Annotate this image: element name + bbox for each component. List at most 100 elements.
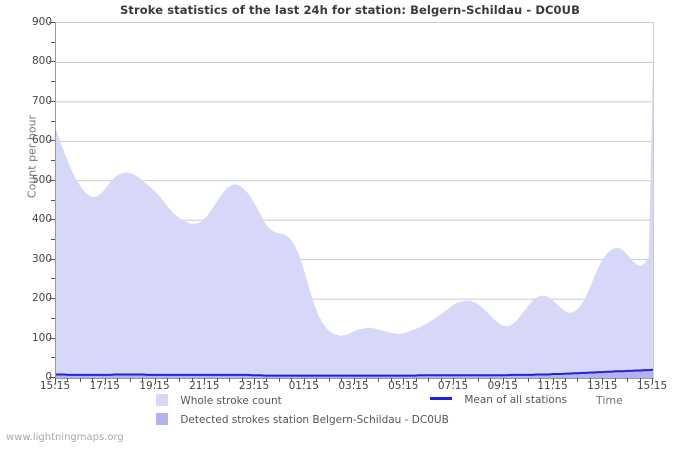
y-tick-label: 200 xyxy=(31,292,52,305)
legend-line-icon xyxy=(430,397,452,400)
x-minor-tick-mark xyxy=(614,378,616,382)
y-tick-mark xyxy=(49,219,55,221)
y-tick-label: 0 xyxy=(6,372,52,383)
x-minor-tick-mark xyxy=(278,378,280,382)
x-minor-tick-mark xyxy=(589,378,591,382)
y-tick-label: 700 xyxy=(31,94,52,107)
y-minor-tick-mark xyxy=(51,81,55,83)
legend-label: Mean of all stations xyxy=(464,394,567,406)
x-tick-mark xyxy=(652,378,653,384)
x-tick-label: 05:15 xyxy=(388,380,419,392)
x-axis-label: Time xyxy=(596,394,623,407)
y-tick-label: 600 xyxy=(31,134,52,147)
x-tick-label: 15:15 xyxy=(39,380,71,392)
x-tick-label: 23:15 xyxy=(238,380,270,392)
x-tick-label: 17:15 xyxy=(89,380,120,392)
x-tick-label: 21:15 xyxy=(189,380,220,392)
x-tick-label: 09:15 xyxy=(487,380,518,392)
legend-swatch-icon xyxy=(156,394,168,406)
y-axis-label: Count per hour xyxy=(25,114,39,199)
x-tick-mark xyxy=(502,378,504,384)
legend-item-detected-strokes-station: Detected strokes station Belgern-Schilda… xyxy=(156,413,449,426)
x-tick-label: 11:15 xyxy=(537,380,568,392)
x-minor-tick-mark xyxy=(179,378,181,382)
x-minor-tick-mark xyxy=(266,378,268,382)
x-minor-tick-mark xyxy=(241,378,243,382)
y-minor-tick-mark xyxy=(51,199,55,201)
x-minor-tick-mark xyxy=(378,378,380,382)
y-tick-mark xyxy=(49,140,55,142)
y-tick-mark xyxy=(49,298,55,300)
x-minor-tick-mark xyxy=(365,378,367,382)
x-tick-mark xyxy=(154,378,156,384)
x-tick-mark xyxy=(204,378,206,384)
x-minor-tick-mark xyxy=(229,378,231,382)
y-tick-label: 900 xyxy=(31,16,52,28)
x-minor-tick-mark xyxy=(515,378,517,382)
x-minor-tick-mark xyxy=(291,378,293,382)
y-tick-mark xyxy=(49,337,55,339)
legend-label: Whole stroke count xyxy=(180,395,282,407)
y-tick-mark xyxy=(49,61,55,63)
x-minor-tick-mark xyxy=(540,378,542,382)
x-tick-label: 19:15 xyxy=(139,380,170,392)
plot-area xyxy=(55,22,654,379)
x-tick-mark xyxy=(552,378,554,384)
y-minor-tick-mark xyxy=(51,278,55,280)
x-minor-tick-mark xyxy=(440,378,442,382)
series-area xyxy=(56,60,653,378)
legend-swatch-icon xyxy=(156,413,168,425)
x-minor-tick-mark xyxy=(129,378,131,382)
x-tick-mark xyxy=(254,378,255,384)
y-minor-tick-mark xyxy=(51,41,55,43)
x-tick-label: 13:15 xyxy=(587,380,618,392)
x-minor-tick-mark xyxy=(564,378,566,382)
x-tick-mark xyxy=(602,378,604,384)
x-minor-tick-mark xyxy=(577,378,579,382)
x-minor-tick-mark xyxy=(390,378,392,382)
x-minor-tick-mark xyxy=(142,378,144,382)
x-minor-tick-mark xyxy=(465,378,467,382)
y-tick-mark xyxy=(49,22,55,23)
x-minor-tick-mark xyxy=(328,378,330,382)
footer-url: www.lightningmaps.org xyxy=(6,432,124,443)
x-tick-label: 03:15 xyxy=(338,380,369,392)
x-minor-tick-mark xyxy=(316,378,318,382)
chart-legend: Whole stroke count Mean of all stations … xyxy=(0,392,700,432)
x-minor-tick-mark xyxy=(341,378,343,382)
y-tick-mark xyxy=(49,100,55,102)
y-tick-label: 300 xyxy=(31,252,52,265)
y-tick-mark xyxy=(49,377,55,378)
x-tick-mark xyxy=(303,378,305,384)
x-minor-tick-mark xyxy=(428,378,430,382)
y-tick-label: 100 xyxy=(31,331,52,344)
y-tick-mark xyxy=(49,258,55,260)
x-minor-tick-mark xyxy=(117,378,119,382)
y-tick-label: 400 xyxy=(31,213,52,226)
x-minor-tick-mark xyxy=(191,378,193,382)
x-minor-tick-mark xyxy=(627,378,629,382)
x-minor-tick-mark xyxy=(415,378,417,382)
x-minor-tick-mark xyxy=(477,378,479,382)
y-minor-tick-mark xyxy=(51,238,55,240)
x-tick-mark xyxy=(55,378,56,384)
x-minor-tick-mark xyxy=(216,378,218,382)
y-minor-tick-mark xyxy=(51,317,55,319)
y-minor-tick-mark xyxy=(51,160,55,162)
legend-item-mean-of-all-stations: Mean of all stations xyxy=(430,394,567,406)
x-minor-tick-mark xyxy=(92,378,94,382)
x-minor-tick-mark xyxy=(490,378,492,382)
x-tick-label: 07:15 xyxy=(437,380,469,392)
x-minor-tick-mark xyxy=(166,378,168,382)
x-tick-mark xyxy=(453,378,454,384)
x-tick-label: 15:15 xyxy=(636,380,668,392)
chart-title: Stroke statistics of the last 24h for st… xyxy=(120,3,580,17)
x-minor-tick-mark xyxy=(67,378,69,382)
y-tick-mark xyxy=(49,179,55,181)
legend-item-whole-stroke-count: Whole stroke count xyxy=(156,394,282,407)
x-tick-mark xyxy=(104,378,106,384)
x-minor-tick-mark xyxy=(639,378,641,382)
y-minor-tick-mark xyxy=(51,357,55,359)
chart-plot-svg xyxy=(56,60,653,378)
